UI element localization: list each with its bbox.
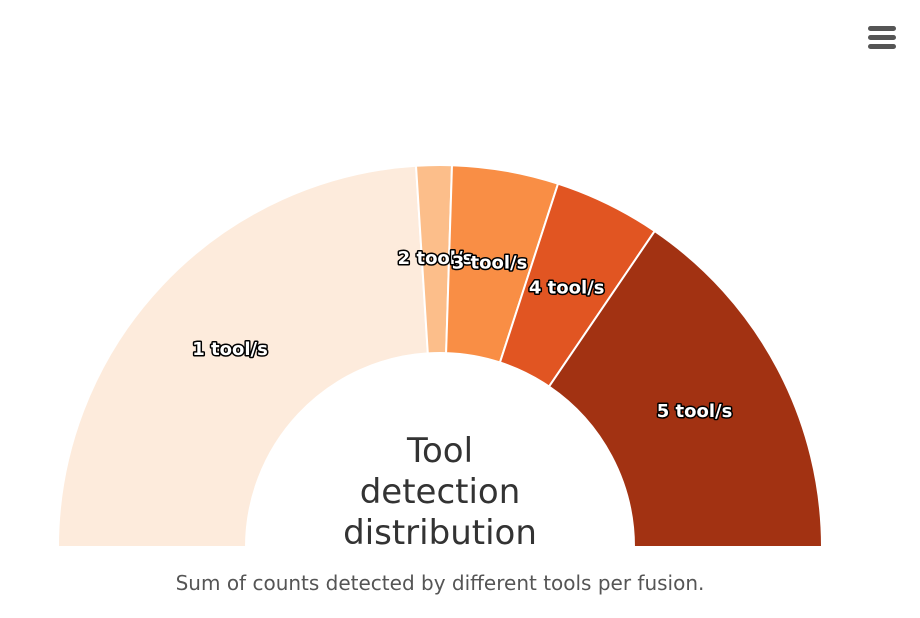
pie-slice[interactable] (56, 164, 429, 548)
pie-slice[interactable] (547, 229, 824, 548)
chart-title-line: distribution (343, 513, 537, 553)
menu-bar (868, 44, 896, 49)
menu-bar (868, 26, 896, 31)
slice-label: 4 tool/s (529, 277, 605, 298)
slice-label: 2 tool/s (398, 248, 474, 269)
slice-label: 3 tool/s (452, 252, 528, 273)
chart-title-line: Tool (406, 431, 473, 471)
slice-label-group: 1 tool/s 2 tool/s3 tool/s4 tool/s 5 tool/s (191, 247, 734, 424)
slice-group (56, 164, 824, 548)
slice-label: 1 tool/s (192, 339, 268, 360)
slice-label: 5 tool/s (657, 401, 733, 422)
chart-subtitle: Sum of counts detected by different tool… (176, 571, 705, 595)
menu-bar (868, 35, 896, 40)
chart-title-line: detection (360, 472, 521, 512)
chart-title: Tool detection distribution (343, 431, 537, 553)
hamburger-menu-icon[interactable] (864, 22, 900, 54)
